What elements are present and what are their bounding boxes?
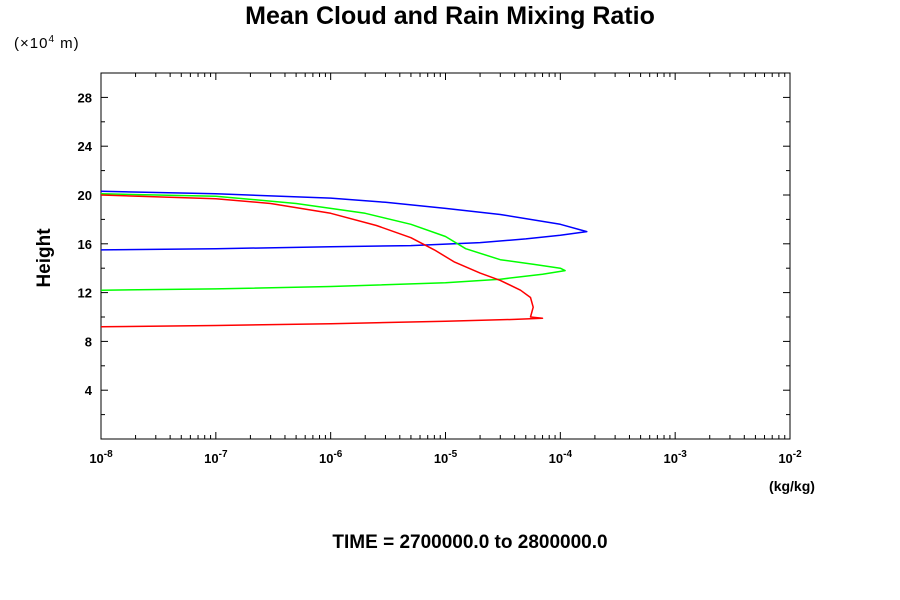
series-group — [100, 190, 588, 328]
chart-title: Mean Cloud and Rain Mixing Ratio — [245, 2, 655, 30]
x-tick-label: 10-4 — [549, 449, 573, 466]
axis-ticks — [100, 73, 790, 439]
x-tick-label: 10-3 — [663, 449, 687, 466]
y-tick-labels: 4 8 12 16 20 24 28 — [78, 90, 93, 398]
x-tick-label: 10-7 — [204, 449, 228, 466]
x-tick-label: 10-5 — [434, 449, 458, 466]
x-tick-label: 10-8 — [89, 449, 113, 466]
x-tick-label: 10-2 — [778, 449, 802, 466]
y-tick-label: 20 — [78, 188, 92, 203]
y-multiplier-label: (×104 m) — [14, 34, 80, 52]
y-tick-label: 4 — [85, 383, 93, 398]
y-tick-label: 12 — [78, 286, 92, 301]
y-tick-label: 24 — [78, 139, 93, 154]
series-line-2 — [100, 193, 566, 291]
series-line-3 — [100, 194, 544, 328]
y-tick-label: 8 — [85, 334, 92, 349]
x-tick-label: 10-6 — [319, 449, 343, 466]
x-tick-labels: 10-8 10-7 10-6 10-5 10-4 10-3 10-2 — [89, 449, 802, 466]
y-tick-label: 28 — [78, 90, 92, 105]
series-line-1 — [100, 190, 588, 251]
time-range-label: TIME = 2700000.0 to 2800000.0 — [332, 532, 608, 553]
x-axis-unit-label: (kg/kg) — [769, 478, 815, 494]
y-axis-title: Height — [34, 228, 55, 288]
y-tick-label: 16 — [78, 237, 92, 252]
